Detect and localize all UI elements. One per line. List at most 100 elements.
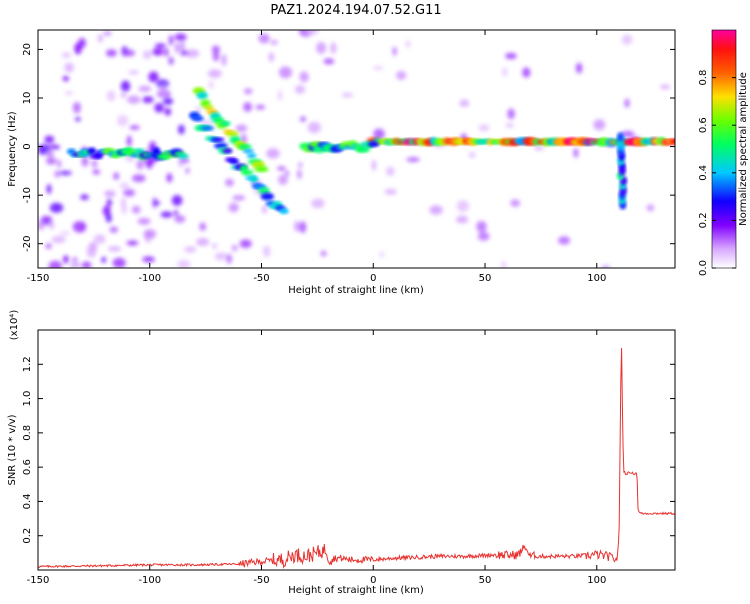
noise-blob bbox=[72, 102, 81, 114]
noise-blob bbox=[126, 240, 139, 246]
noise-blob bbox=[112, 257, 126, 268]
noise-blob bbox=[97, 34, 103, 43]
noise-blob bbox=[299, 221, 307, 233]
noise-blob bbox=[306, 30, 319, 35]
noise-blob bbox=[75, 117, 81, 122]
noise-blob bbox=[154, 43, 166, 49]
colorbar-tick-label: 0.8 bbox=[698, 70, 709, 86]
ridge-blob bbox=[367, 141, 379, 148]
noise-blob bbox=[117, 114, 129, 127]
ridge-blob bbox=[225, 131, 239, 137]
noise-blob bbox=[659, 84, 671, 90]
noise-blob bbox=[103, 31, 112, 36]
noise-blob bbox=[243, 88, 253, 95]
y-tick-label: 10 bbox=[22, 92, 33, 105]
x-tick-label: -50 bbox=[253, 575, 269, 586]
noise-blob bbox=[392, 46, 397, 56]
noise-blob bbox=[121, 203, 127, 215]
noise-blob bbox=[106, 90, 116, 102]
noise-blob bbox=[138, 85, 152, 92]
noise-blob bbox=[159, 85, 168, 97]
noise-blob bbox=[505, 52, 517, 60]
colorbar-ticks: 0.0 0.2 0.4 0.6 0.8 bbox=[698, 70, 736, 276]
noise-blob bbox=[298, 162, 303, 168]
noise-blob bbox=[142, 50, 152, 60]
noise-blob bbox=[263, 245, 271, 258]
noise-blob bbox=[128, 70, 139, 75]
noise-blob bbox=[320, 250, 327, 257]
colorbar-gradient bbox=[711, 29, 737, 269]
noise-blob bbox=[373, 65, 384, 71]
noise-blob bbox=[64, 62, 74, 73]
noise-blob bbox=[46, 183, 52, 195]
noise-blob bbox=[510, 199, 521, 207]
noise-blob bbox=[266, 148, 280, 159]
ridge-blob bbox=[254, 166, 269, 173]
noise-blob bbox=[456, 200, 469, 213]
noise-blob bbox=[307, 121, 321, 134]
ridge-blob bbox=[177, 153, 189, 159]
x-tick-label: 50 bbox=[479, 273, 492, 284]
noise-blob bbox=[502, 67, 508, 77]
ridge-blob bbox=[238, 144, 252, 150]
noise-blob bbox=[162, 97, 174, 105]
snr-frame bbox=[37, 329, 676, 571]
snr-y-ticks: 0.2 0.4 0.6 0.8 1.0 1.2 bbox=[22, 356, 675, 544]
ridge-blob bbox=[196, 91, 208, 100]
noise-blob bbox=[154, 103, 165, 113]
noise-blob bbox=[81, 261, 92, 268]
noise-blob bbox=[261, 205, 268, 214]
ridge-blob bbox=[219, 121, 231, 126]
noise-blob bbox=[106, 198, 112, 207]
noise-blob bbox=[47, 149, 54, 161]
noise-blob bbox=[294, 85, 306, 94]
snr-line bbox=[38, 347, 675, 569]
ridge-blob bbox=[191, 115, 204, 122]
noise-blob bbox=[44, 135, 55, 144]
ridge-blob bbox=[356, 146, 371, 153]
noise-blob bbox=[429, 205, 443, 215]
noise-blob bbox=[49, 202, 64, 213]
ridge-blob bbox=[241, 169, 254, 176]
ridge-blob bbox=[229, 159, 240, 165]
noise-blob bbox=[558, 236, 571, 245]
noise-blob bbox=[160, 211, 173, 218]
colorbar-tick-label: 0.6 bbox=[698, 117, 709, 133]
noise-blob bbox=[406, 157, 420, 162]
ridge-blob bbox=[87, 147, 97, 155]
noise-blob bbox=[225, 178, 234, 187]
noise-blob bbox=[221, 54, 227, 66]
noise-blob bbox=[127, 95, 141, 104]
noise-blob bbox=[131, 174, 146, 183]
ridge-blob bbox=[258, 187, 270, 195]
noise-blob bbox=[93, 234, 106, 244]
noise-blob bbox=[214, 252, 228, 261]
colorbar-tick-label: 0.4 bbox=[698, 165, 709, 181]
snr-x-ticks: -150 -100 -50 0 50 100 bbox=[27, 330, 606, 586]
noise-blob bbox=[207, 69, 222, 79]
noise-blob bbox=[51, 236, 66, 244]
noise-blob bbox=[459, 99, 470, 107]
ridge-blob bbox=[203, 105, 214, 111]
noise-blob bbox=[200, 120, 214, 127]
noise-blob bbox=[58, 170, 73, 176]
noise-blob bbox=[137, 217, 151, 225]
colorbar-tick-label: 0.2 bbox=[698, 212, 709, 228]
noise-blob bbox=[78, 38, 86, 48]
colorbar-tick-label: 0.0 bbox=[698, 260, 709, 276]
noise-blob bbox=[199, 222, 207, 231]
noise-blob bbox=[278, 174, 288, 185]
noise-blob bbox=[212, 50, 220, 62]
noise-blob bbox=[478, 124, 490, 132]
noise-blob bbox=[177, 259, 191, 268]
y-tick-label: 0 bbox=[22, 143, 33, 149]
snr-multiplier-label: (x10⁴) bbox=[9, 310, 20, 341]
noise-blob bbox=[386, 166, 395, 176]
x-tick-label: 50 bbox=[479, 575, 492, 586]
noise-blob bbox=[119, 182, 130, 190]
noise-blob bbox=[120, 93, 126, 98]
noise-blob bbox=[164, 107, 172, 116]
noise-blob bbox=[255, 104, 266, 110]
noise-blob bbox=[243, 102, 253, 112]
ridge-blob bbox=[246, 153, 257, 159]
